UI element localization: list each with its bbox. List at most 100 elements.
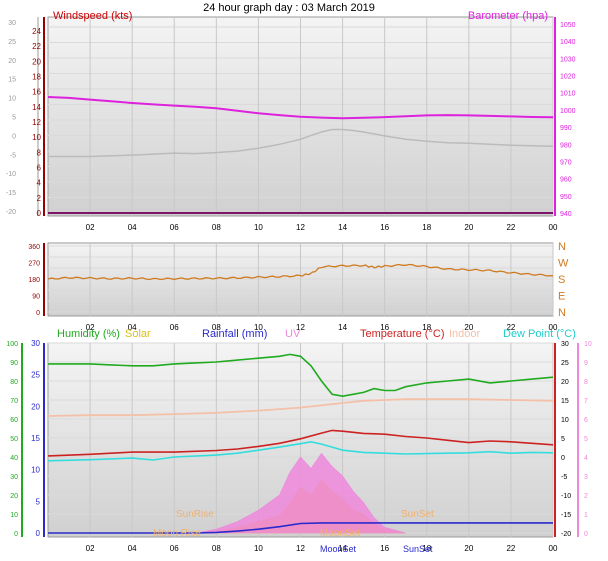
wind-tick: 8 <box>37 148 42 157</box>
wind-tick: 16 <box>32 88 41 97</box>
temperature-tick: 5 <box>561 436 565 443</box>
direction-x-tick: 06 <box>170 323 179 332</box>
direction-tick: 270 <box>28 261 40 268</box>
direction-x-tick: 12 <box>296 323 305 332</box>
temp-x-tick: 12 <box>296 544 305 553</box>
wind-x-tick: 14 <box>338 223 347 232</box>
compass-label: S <box>558 274 565 286</box>
wind-direction-series <box>47 263 554 281</box>
temperature-tick: -20 <box>561 531 571 538</box>
wind-x-tick: 16 <box>380 223 389 232</box>
direction-x-tick: 00 <box>549 323 558 332</box>
direction-x-tick: 16 <box>380 323 389 332</box>
temp-x-tick: 08 <box>212 544 221 553</box>
barometer-tick: 970 <box>560 159 572 166</box>
indoor-series <box>47 398 554 417</box>
rainfall-series <box>48 522 553 534</box>
legend-solar: Solar <box>125 328 151 340</box>
humidity-tick: 50 <box>10 436 18 443</box>
humidity-tick: 40 <box>10 455 18 462</box>
wind-x-tick: 00 <box>549 223 558 232</box>
temperature-tick: -15 <box>561 512 571 519</box>
rainfall-tick: 15 <box>31 434 40 443</box>
uv-tick: 8 <box>584 379 588 386</box>
wind-panel-series <box>47 96 554 214</box>
humidity-series <box>48 353 554 398</box>
wind-x-tick: 02 <box>86 223 95 232</box>
gust-series <box>48 128 554 158</box>
humidity-tick: 60 <box>10 417 18 424</box>
temperature-tick: 10 <box>561 417 569 424</box>
uv-tick: 0 <box>584 531 588 538</box>
wind-outer-tick: 25 <box>8 39 16 46</box>
temperature-tick: 0 <box>561 455 565 462</box>
temperature-series <box>47 429 554 457</box>
direction-x-tick: 18 <box>422 323 431 332</box>
barometer-tick: 990 <box>560 125 572 132</box>
barometer-tick: 1010 <box>560 91 576 98</box>
wind-tick: 0 <box>37 209 42 218</box>
wind-x-tick: 10 <box>254 223 263 232</box>
temperature-tick: -5 <box>561 474 567 481</box>
direction-x-tick: 14 <box>338 323 347 332</box>
sunset-marker-label: SunSet <box>403 544 433 554</box>
compass-label: N <box>558 307 566 319</box>
direction-tick: 360 <box>28 244 40 251</box>
legend-rainfall: Rainfall (mm) <box>202 328 267 340</box>
temperature-tick: 20 <box>561 379 569 386</box>
chart-title: 24 hour graph day : 03 March 2019 <box>203 2 375 14</box>
dewpoint-series <box>47 440 554 462</box>
rainfall-tick: 10 <box>31 466 40 475</box>
wind-tick: 24 <box>32 27 41 36</box>
direction-tick: 180 <box>28 277 40 284</box>
wind-outer-tick: -15 <box>6 190 16 197</box>
direction-x-tick: 08 <box>212 323 221 332</box>
uv-tick: 4 <box>584 455 588 462</box>
wind-tick: 2 <box>37 194 42 203</box>
wind-tick: 20 <box>32 57 41 66</box>
direction-tick: 0 <box>36 310 40 317</box>
direction-x-tick: 04 <box>128 323 137 332</box>
direction-panel-grid: 02 04 06 08 10 12 14 16 18 20 22 00 <box>48 243 558 332</box>
temperature-tick: 25 <box>561 360 569 367</box>
moonrise-label: Moon Rise <box>153 528 201 539</box>
wind-tick: 12 <box>32 118 41 127</box>
humidity-tick: 70 <box>10 398 18 405</box>
uv-tick: 10 <box>584 341 592 348</box>
uv-tick: 6 <box>584 417 588 424</box>
direction-x-tick: 02 <box>86 323 95 332</box>
wind-x-tick: 06 <box>170 223 179 232</box>
barometer-tick: 1030 <box>560 56 576 63</box>
uv-series <box>195 452 406 534</box>
temp-panel-axes: 1009080706050403020100302520151050302520… <box>6 339 592 538</box>
uv-tick: 9 <box>584 360 588 367</box>
barometer-tick: 980 <box>560 142 572 149</box>
legend-uv: UV <box>285 328 301 340</box>
wind-outer-tick: 30 <box>8 20 16 27</box>
temperature-tick: 15 <box>561 398 569 405</box>
barometer-tick: 950 <box>560 194 572 201</box>
uv-tick: 5 <box>584 436 588 443</box>
barometer-tick: 1050 <box>560 22 576 29</box>
wind-tick: 6 <box>37 164 42 173</box>
wind-tick: 10 <box>32 133 41 142</box>
legend-dewpoint: Dew Point (°C) <box>503 328 576 340</box>
legend-barometer: Barometer (hpa) <box>468 10 548 22</box>
wind-tick: 22 <box>32 42 41 51</box>
wind-x-tick: 12 <box>296 223 305 232</box>
barometer-tick: 1020 <box>560 74 576 81</box>
wind-x-tick: 04 <box>128 223 137 232</box>
temp-x-tick: 04 <box>128 544 137 553</box>
temp-x-tick: 00 <box>549 544 558 553</box>
direction-x-tick: 22 <box>506 323 515 332</box>
wind-outer-tick: 10 <box>8 96 16 103</box>
direction-panel-series <box>47 263 554 281</box>
compass-label: N <box>558 241 566 253</box>
temp-panel-series <box>47 353 554 534</box>
temp-x-tick: 22 <box>506 544 515 553</box>
uv-tick: 2 <box>584 493 588 500</box>
legend-temperature: Temperature (°C) <box>360 328 444 340</box>
wind-x-tick: 08 <box>212 223 221 232</box>
temp-x-tick: 10 <box>254 544 263 553</box>
